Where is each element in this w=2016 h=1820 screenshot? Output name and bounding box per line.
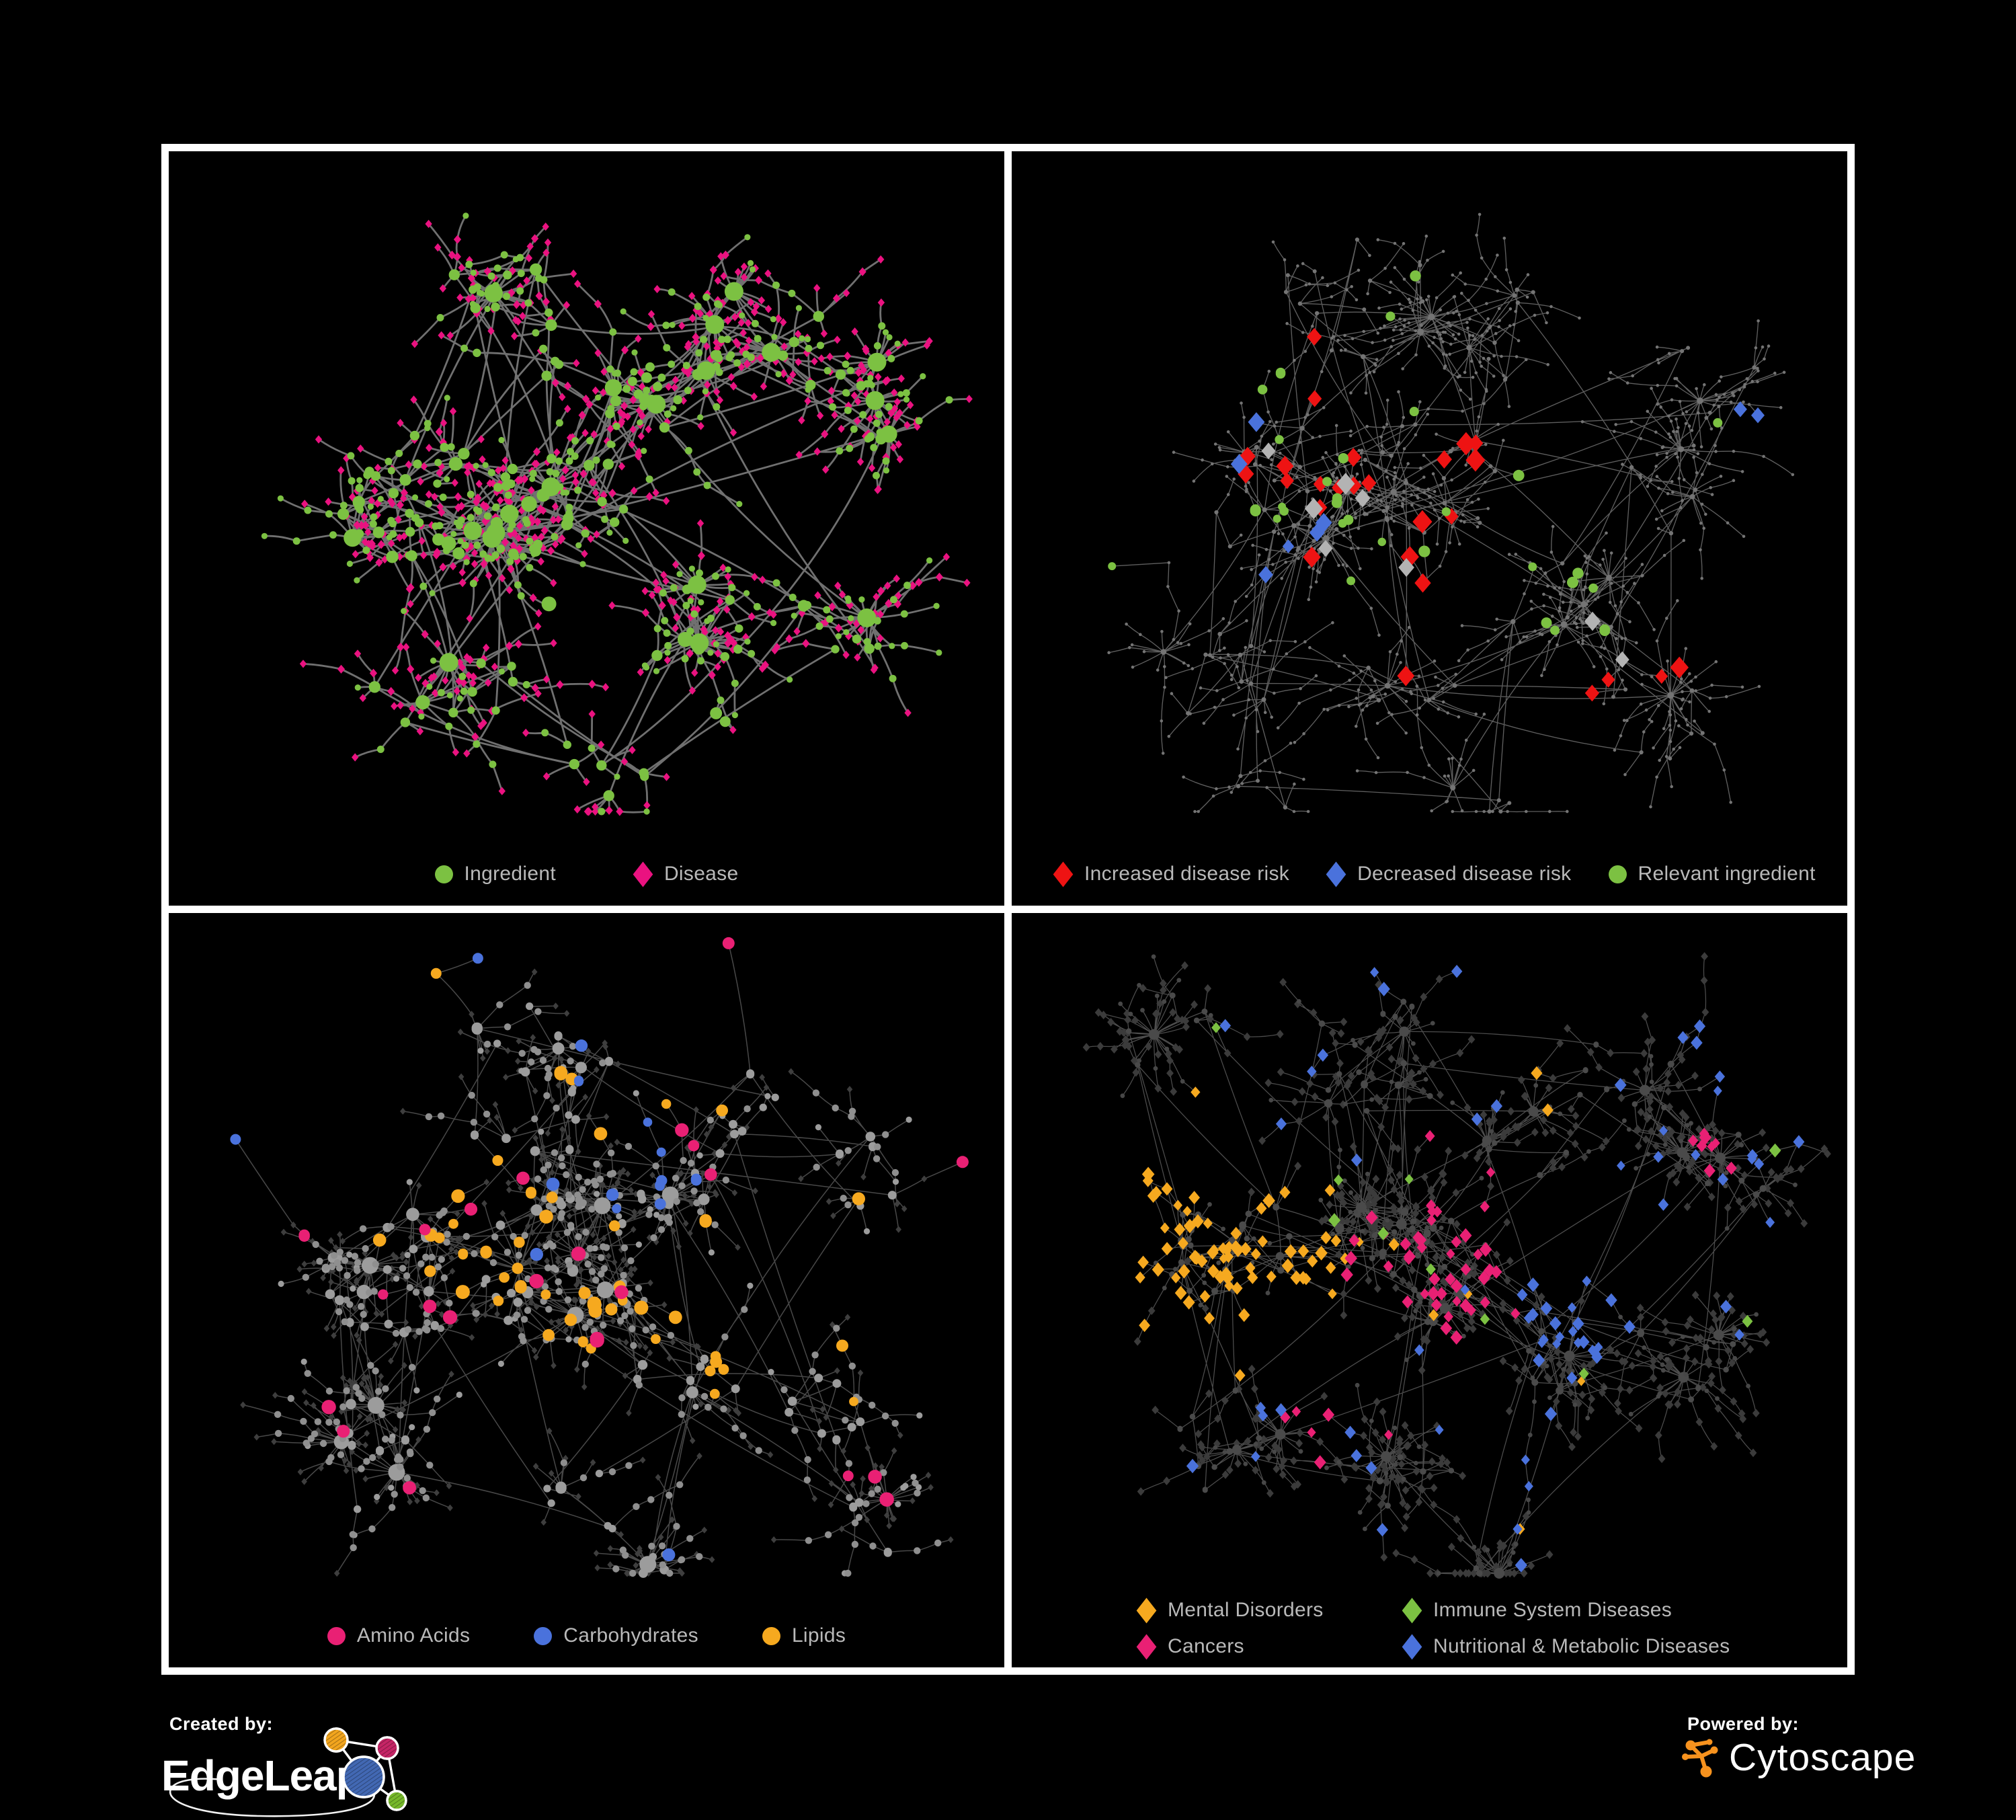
legend-label: Carbohydrates	[563, 1624, 698, 1647]
panel-legend: Amino Acids Carbohydrates Lipids	[169, 1624, 1004, 1647]
panel-4: Mental Disorders Immune System Diseases Ca…	[1012, 913, 1847, 1667]
legend-item: Mental Disorders	[1136, 1597, 1402, 1624]
legend-item: Disease	[633, 861, 739, 887]
legend-item: Carbohydrates	[534, 1624, 698, 1647]
edgeleap-swoosh	[169, 1778, 376, 1817]
legend-label: Increased disease risk	[1084, 863, 1290, 885]
legend-diamond-swatch	[1326, 861, 1346, 887]
network-svg-3	[230, 937, 969, 1578]
network-nodes-highlight	[372, 967, 865, 1407]
legend-item: Relevant ingredient	[1608, 863, 1816, 885]
legend-item: Decreased disease risk	[1326, 861, 1572, 887]
legend-item: Nutritional & Metabolic Diseases	[1402, 1633, 1730, 1660]
legend-diamond-swatch	[1136, 1633, 1157, 1660]
legend-diamond-swatch	[633, 861, 653, 887]
legend-label: Cancers	[1168, 1635, 1244, 1657]
network-edges	[1086, 956, 1828, 1575]
legend-label: Decreased disease risk	[1357, 863, 1572, 885]
network-nodes-highlight	[1135, 1066, 1586, 1535]
network-nodes-circle	[1118, 954, 1803, 1576]
cytoscape-name: Cytoscape	[1729, 1736, 1917, 1779]
legend-item: Ingredient	[434, 863, 556, 885]
legend-circle-swatch	[434, 865, 453, 883]
legend-label: Ingredient	[464, 863, 556, 885]
network-panel-grid: Ingredient Disease Increased disease risk…	[161, 144, 1855, 1675]
cytoscape-icon	[1682, 1739, 1718, 1778]
legend-item: Immune System Diseases	[1402, 1597, 1730, 1624]
network-nodes-diamond	[1082, 952, 1831, 1578]
legend-circle-swatch	[1608, 865, 1627, 883]
edgeleap-logo: EdgeLeap	[161, 1727, 407, 1817]
network-nodes-circle	[278, 1002, 923, 1578]
panel-legend: Mental Disorders Immune System Diseases Ca…	[1136, 1597, 1730, 1660]
legend-label: Relevant ingredient	[1638, 863, 1816, 885]
panel-2: Increased disease risk Decreased disease …	[1012, 151, 1847, 906]
panel-legend: Ingredient Disease	[169, 861, 1004, 887]
legend-label: Nutritional & Metabolic Diseases	[1433, 1635, 1730, 1657]
legend-label: Mental Disorders	[1168, 1599, 1324, 1621]
network-edges	[1108, 214, 1793, 813]
powered-by-block: Powered by:	[1687, 1714, 1799, 1735]
network-svg-2	[1107, 212, 1795, 814]
legend-label: Amino Acids	[356, 1624, 471, 1647]
legend-diamond-swatch	[1053, 861, 1074, 887]
network-svg-1	[261, 212, 973, 816]
legend-circle-swatch	[534, 1626, 553, 1645]
legend-diamond-swatch	[1402, 1597, 1422, 1624]
legend-item: Cancers	[1136, 1633, 1402, 1660]
network-svg-4	[1082, 952, 1831, 1579]
created-by-label: Created by:	[169, 1714, 274, 1734]
legend-diamond-swatch	[1402, 1633, 1422, 1660]
network-nodes-diamond	[299, 219, 973, 816]
edgeleap-wordmark: EdgeLeap	[161, 1751, 362, 1800]
powered-by-label: Powered by:	[1687, 1714, 1800, 1734]
panel-3: Amino Acids Carbohydrates Lipids	[169, 913, 1004, 1667]
legend-circle-swatch	[327, 1626, 346, 1645]
created-by-block: Created by:	[169, 1714, 273, 1735]
cytoscape-logo: Cytoscape	[1679, 1735, 1916, 1780]
network-edges	[264, 215, 969, 814]
panel-legend: Increased disease risk Decreased disease …	[1053, 861, 1816, 887]
panel-1: Ingredient Disease	[169, 151, 1004, 906]
legend-label: Disease	[663, 863, 739, 885]
legend-item: Increased disease risk	[1053, 861, 1290, 887]
legend-diamond-swatch	[1136, 1597, 1157, 1624]
legend-item: Amino Acids	[327, 1624, 470, 1647]
legend-label: Lipids	[791, 1624, 846, 1647]
legend-item: Lipids	[762, 1624, 846, 1647]
legend-label: Immune System Diseases	[1433, 1599, 1672, 1621]
edgeleap-graph-nodes	[323, 1727, 407, 1811]
legend-circle-swatch	[762, 1626, 780, 1645]
